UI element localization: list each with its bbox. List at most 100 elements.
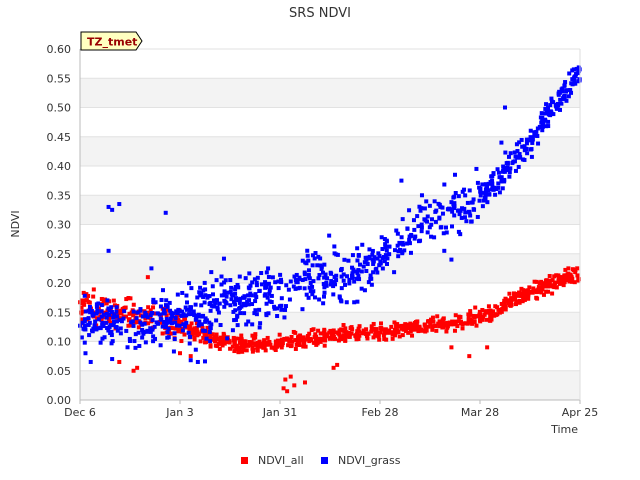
data-point [547, 278, 552, 283]
data-point [566, 266, 571, 271]
data-point [276, 341, 281, 346]
data-point [214, 298, 219, 303]
data-point [450, 209, 455, 214]
data-point [491, 171, 496, 176]
data-point [313, 332, 318, 337]
data-point-outlier [281, 386, 286, 391]
data-point [101, 324, 106, 329]
data-point [382, 255, 387, 260]
data-point [131, 309, 136, 314]
y-tick-label: 0.35 [47, 189, 72, 202]
data-point [509, 300, 514, 305]
data-point [362, 288, 367, 293]
data-point [486, 181, 491, 186]
data-point [317, 297, 322, 302]
series-NDVI_grass [78, 65, 582, 364]
x-tick-label: Dec 6 [64, 406, 96, 419]
background-band [80, 136, 580, 166]
data-point [195, 295, 200, 300]
data-point [136, 325, 141, 330]
data-point-outlier [149, 266, 154, 271]
data-point [217, 341, 222, 346]
data-point [483, 182, 488, 187]
data-point [386, 330, 391, 335]
data-point [257, 288, 262, 293]
data-point [288, 337, 293, 342]
x-tick-label: Apr 25 [562, 406, 599, 419]
data-point [108, 323, 113, 328]
data-point [480, 182, 485, 187]
data-point [332, 274, 337, 279]
data-point [332, 280, 337, 285]
data-point [203, 340, 208, 345]
data-point [128, 296, 133, 301]
data-point [379, 327, 384, 332]
data-point [468, 309, 473, 314]
background-band [80, 370, 580, 400]
data-point [301, 344, 306, 349]
data-point [444, 329, 449, 334]
data-point [426, 324, 431, 329]
data-point [524, 146, 529, 151]
data-point [506, 301, 511, 306]
data-point [303, 344, 308, 349]
data-point [356, 268, 361, 273]
data-point [483, 192, 488, 197]
data-point [339, 268, 344, 273]
data-point [398, 247, 403, 252]
data-point [325, 276, 330, 281]
data-point [562, 93, 567, 98]
data-point [284, 283, 289, 288]
data-point [497, 175, 502, 180]
data-point-outlier [110, 357, 115, 362]
data-point [203, 293, 208, 298]
data-point [493, 312, 498, 317]
data-point [395, 243, 400, 248]
legend-label: NDVI_grass [338, 454, 401, 467]
data-point [252, 341, 257, 346]
data-point [100, 320, 105, 325]
data-point [463, 193, 468, 198]
data-point [488, 311, 493, 316]
data-point [379, 235, 384, 240]
data-point [569, 279, 574, 284]
data-point [215, 344, 220, 349]
data-point [484, 317, 489, 322]
data-point [449, 224, 454, 229]
data-point [546, 105, 551, 110]
data-point [392, 248, 397, 253]
data-point [390, 332, 395, 337]
data-point [109, 320, 114, 325]
data-point [262, 338, 267, 343]
data-point [244, 348, 249, 353]
data-point [244, 322, 249, 327]
data-point [187, 324, 192, 329]
data-point [182, 324, 187, 329]
data-point [473, 314, 478, 319]
data-point [370, 327, 375, 332]
data-point [193, 317, 198, 322]
data-point [242, 311, 247, 316]
data-point [316, 254, 321, 259]
data-point [146, 310, 151, 315]
data-point [283, 307, 288, 312]
data-point [169, 321, 174, 326]
data-point [221, 336, 226, 341]
data-point [575, 266, 580, 271]
data-point [99, 296, 104, 301]
data-point [304, 292, 309, 297]
data-point [173, 320, 178, 325]
data-point [423, 325, 428, 330]
data-point [176, 320, 181, 325]
data-point [567, 71, 572, 76]
data-point [172, 337, 177, 342]
data-point [540, 284, 545, 289]
data-point [95, 310, 100, 315]
data-point [272, 346, 277, 351]
data-point [571, 81, 576, 86]
data-point [344, 300, 349, 305]
data-point [310, 292, 315, 297]
data-point [350, 275, 355, 280]
data-point [333, 330, 338, 335]
x-tick-label: Mar 28 [461, 406, 499, 419]
